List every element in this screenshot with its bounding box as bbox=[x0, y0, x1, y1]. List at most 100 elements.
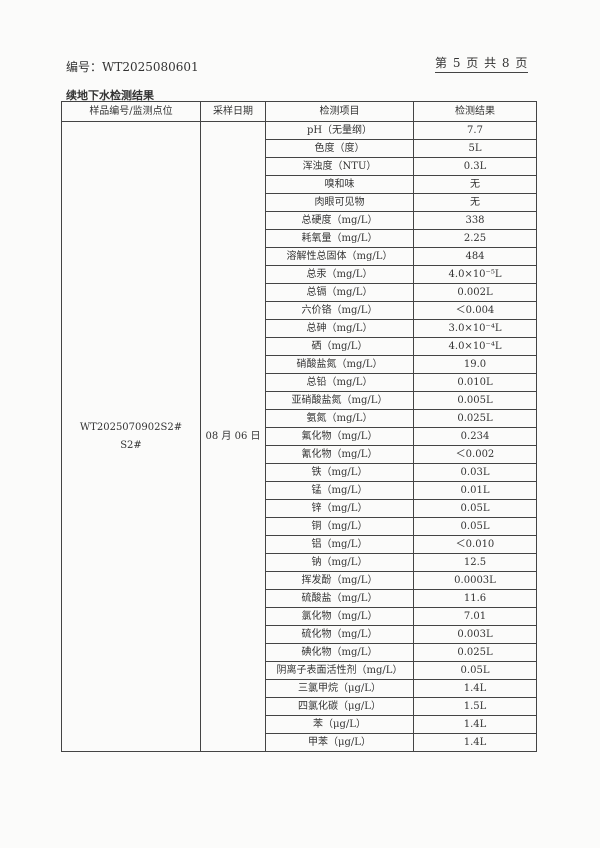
item-cell: 氰化物（mg/L） bbox=[265, 445, 414, 464]
result-cell: 0.005L bbox=[413, 391, 537, 410]
result-cell: 1.5L bbox=[413, 697, 537, 716]
table-row: 氯化物（mg/L） 7.01 bbox=[62, 607, 537, 626]
table-row: 肉眼可见物无 bbox=[62, 193, 537, 212]
table-row: 苯（μg/L） 1.4L bbox=[62, 715, 537, 734]
table-row: 溶解性总固体（mg/L） 484 bbox=[62, 247, 537, 266]
document-number: 编号：WT2025080601 bbox=[66, 60, 199, 74]
item-cell: 浑浊度（NTU） bbox=[265, 157, 414, 176]
item-cell: 锌（mg/L） bbox=[265, 499, 414, 518]
item-cell: pH（无量纲） bbox=[265, 121, 414, 140]
result-cell: 1.4L bbox=[413, 715, 537, 734]
table-row: 总硬度（mg/L） 338 bbox=[62, 211, 537, 230]
result-cell: 1.4L bbox=[413, 733, 537, 752]
result-cell: 无 bbox=[413, 175, 537, 194]
result-cell: 2.25 bbox=[413, 229, 537, 248]
item-cell: 色度（度） bbox=[265, 139, 414, 158]
item-cell: 肉眼可见物 bbox=[265, 193, 414, 212]
result-cell: 0.025L bbox=[413, 409, 537, 428]
item-cell: 铜（mg/L） bbox=[265, 517, 414, 536]
result-cell: 3.0×10⁻⁴L bbox=[413, 319, 537, 338]
result-cell: 19.0 bbox=[413, 355, 537, 374]
item-cell: 三氯甲烷（μg/L） bbox=[265, 679, 414, 698]
item-cell: 氯化物（mg/L） bbox=[265, 607, 414, 626]
table-row: 挥发酚（mg/L） 0.0003L bbox=[62, 571, 537, 590]
table-row: 总镉（mg/L） 0.002L bbox=[62, 283, 537, 302]
result-cell: 0.01L bbox=[413, 481, 537, 500]
result-cell: 0.003L bbox=[413, 625, 537, 644]
result-cell: 0.05L bbox=[413, 499, 537, 518]
result-cell: 0.002L bbox=[413, 283, 537, 302]
col-sample: 样品编号/监测点位 bbox=[61, 101, 201, 122]
result-cell: 11.6 bbox=[413, 589, 537, 608]
table-row: 耗氧量（mg/L） 2.25 bbox=[62, 229, 537, 248]
item-cell: 亚硝酸盐氮（mg/L） bbox=[265, 391, 414, 410]
item-cell: 硒（mg/L） bbox=[265, 337, 414, 356]
result-cell: 0.03L bbox=[413, 463, 537, 482]
col-date: 采样日期 bbox=[200, 101, 266, 122]
result-cell: 0.0003L bbox=[413, 571, 537, 590]
item-cell: 铝（mg/L） bbox=[265, 535, 414, 554]
item-cell: 硫化物（mg/L） bbox=[265, 625, 414, 644]
result-cell: 无 bbox=[413, 193, 537, 212]
item-cell: 嗅和味 bbox=[265, 175, 414, 194]
sample-point: S2# bbox=[120, 439, 142, 451]
table-row: 锌（mg/L） 0.05L bbox=[62, 499, 537, 518]
date-cell: 08 月 06 日 bbox=[200, 121, 266, 752]
table-row: 六价铬（mg/L） ＜0.004 bbox=[62, 301, 537, 320]
result-cell: 0.234 bbox=[413, 427, 537, 446]
table-row: WT2025070902S2# S2# 08 月 06 日 pH（无量纲） 7.7 bbox=[61, 121, 537, 752]
item-cell: 铁（mg/L） bbox=[265, 463, 414, 482]
table-row: 钠（mg/L） 12.5 bbox=[62, 553, 537, 572]
result-cell: 0.05L bbox=[413, 517, 537, 536]
item-cell: 钠（mg/L） bbox=[265, 553, 414, 572]
item-cell: 总砷（mg/L） bbox=[265, 319, 414, 338]
result-cell: 7.01 bbox=[413, 607, 537, 626]
result-cell: 338 bbox=[413, 211, 537, 230]
table-row: 色度（度） 5L bbox=[62, 139, 537, 158]
item-cell: 总铅（mg/L） bbox=[265, 373, 414, 392]
table-row: 氨氮（mg/L） 0.025L bbox=[62, 409, 537, 428]
sample-cell: WT2025070902S2# S2# bbox=[61, 121, 201, 752]
col-item: 检测项目 bbox=[265, 101, 414, 122]
table-row: 总汞（mg/L） 4.0×10⁻⁵L bbox=[62, 265, 537, 284]
item-cell: 六价铬（mg/L） bbox=[265, 301, 414, 320]
item-cell: 溶解性总固体（mg/L） bbox=[265, 247, 414, 266]
result-cell: ＜0.004 bbox=[413, 301, 537, 320]
result-cell: 4.0×10⁻⁵L bbox=[413, 265, 537, 284]
result-cell: 12.5 bbox=[413, 553, 537, 572]
result-cell: ＜0.002 bbox=[413, 445, 537, 464]
sample-id: WT2025070902S2# bbox=[79, 421, 183, 433]
item-cell: 耗氧量（mg/L） bbox=[265, 229, 414, 248]
table-row: 硝酸盐氮（mg/L） 19.0 bbox=[62, 355, 537, 374]
item-cell: 氟化物（mg/L） bbox=[265, 427, 414, 446]
item-cell: 氨氮（mg/L） bbox=[265, 409, 414, 428]
item-cell: 锰（mg/L） bbox=[265, 481, 414, 500]
result-cell: 0.010L bbox=[413, 373, 537, 392]
table-caption: 续地下水检测结果 bbox=[66, 89, 154, 102]
result-cell: 1.4L bbox=[413, 679, 537, 698]
item-cell: 甲苯（μg/L） bbox=[265, 733, 414, 752]
result-cell: 484 bbox=[413, 247, 537, 266]
item-cell: 碘化物（mg/L） bbox=[265, 643, 414, 662]
result-cell: 4.0×10⁻⁴L bbox=[413, 337, 537, 356]
result-cell: 7.7 bbox=[413, 121, 537, 140]
table-row: 硒（mg/L） 4.0×10⁻⁴L bbox=[62, 337, 537, 356]
page-number: 第 5 页 共 8 页 bbox=[435, 54, 529, 73]
table-row: 亚硝酸盐氮（mg/L） 0.005L bbox=[62, 391, 537, 410]
result-cell: 0.05L bbox=[413, 661, 537, 680]
item-cell: 阴离子表面活性剂（mg/L） bbox=[265, 661, 414, 680]
result-cell: 5L bbox=[413, 139, 537, 158]
item-cell: 硫酸盐（mg/L） bbox=[265, 589, 414, 608]
result-cell: 0.3L bbox=[413, 157, 537, 176]
results-table: 样品编号/监测点位 采样日期 检测项目 检测结果 WT2025070902S2#… bbox=[61, 101, 537, 752]
item-cell: 苯（μg/L） bbox=[265, 715, 414, 734]
item-cell: 总硬度（mg/L） bbox=[265, 211, 414, 230]
col-result: 检测结果 bbox=[413, 101, 537, 122]
table-row: 总铅（mg/L） 0.010L bbox=[62, 373, 537, 392]
item-cell: 总镉（mg/L） bbox=[265, 283, 414, 302]
item-cell: 挥发酚（mg/L） bbox=[265, 571, 414, 590]
table-row: 甲苯（μg/L） 1.4L bbox=[62, 733, 537, 752]
item-cell: 四氯化碳（μg/L） bbox=[265, 697, 414, 716]
result-cell: 0.025L bbox=[413, 643, 537, 662]
